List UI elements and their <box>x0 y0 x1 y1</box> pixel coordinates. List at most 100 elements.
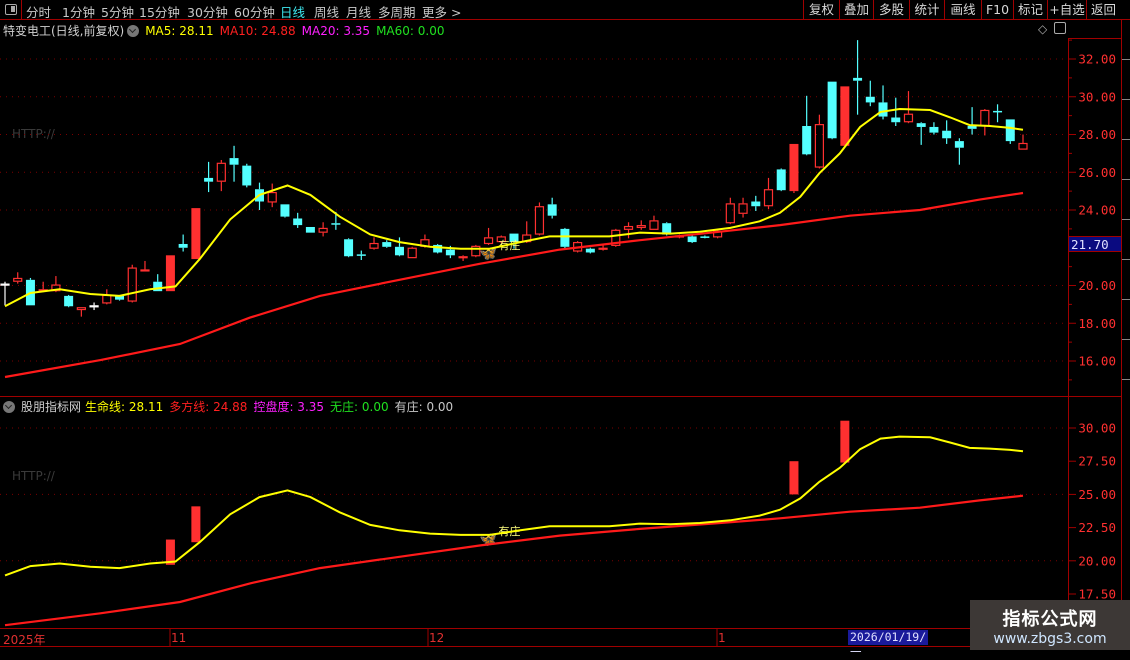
toolbar-button-3[interactable]: 统计 <box>909 0 944 20</box>
toolbar-button-6[interactable]: 标记 <box>1013 0 1047 20</box>
y-tick-label: 30.00 <box>1078 89 1116 104</box>
candle <box>242 163 252 188</box>
candle <box>980 109 990 136</box>
candle-body <box>585 248 595 253</box>
candle-body <box>318 227 328 233</box>
diamond-icon[interactable]: ◇ <box>1038 22 1048 36</box>
candle-body <box>293 218 303 226</box>
dropdown-circle-icon[interactable] <box>3 401 15 413</box>
signal-bar <box>789 461 799 495</box>
toolbar-button-8[interactable]: 返回 <box>1086 0 1120 20</box>
candle-body <box>916 123 926 127</box>
indicator-pane: 🦋有庄 <box>165 420 850 565</box>
candle-body <box>178 243 188 248</box>
period-tab-0[interactable]: 分时 <box>26 5 52 20</box>
candle-body <box>407 247 417 259</box>
period-tab-1[interactable]: 1分钟 <box>62 5 95 20</box>
candle <box>738 197 748 218</box>
candle <box>534 202 545 236</box>
candle-body <box>789 143 799 192</box>
candle <box>967 107 977 135</box>
stock-title: 特变电工(日线,前复权) <box>3 24 125 38</box>
candle-body <box>1018 142 1028 150</box>
candle <box>216 159 226 192</box>
legend-item: 多方线: 24.88 <box>169 400 248 414</box>
candle <box>433 243 443 254</box>
toolbar-button-4[interactable]: 画线 <box>944 0 981 20</box>
candle <box>789 143 799 194</box>
candle-body <box>636 225 646 229</box>
period-tab-2[interactable]: 5分钟 <box>101 5 134 20</box>
period-tab-3[interactable]: 15分钟 <box>139 5 180 20</box>
candle-body <box>140 269 150 272</box>
main-watermark: HTTP:// <box>12 127 55 141</box>
candle-body <box>280 204 290 217</box>
indicator-y-tick-label: 27.50 <box>1078 454 1116 469</box>
candle-body <box>891 117 901 123</box>
bull-line <box>4 494 1024 627</box>
legend-item: MA5: 28.11 <box>145 24 214 38</box>
side-tab-column[interactable] <box>1121 20 1130 630</box>
candle <box>623 222 634 239</box>
period-tab-6[interactable]: 日线 <box>280 5 306 20</box>
candle <box>1005 119 1015 144</box>
candle-body <box>102 294 112 304</box>
candle-body <box>687 236 697 243</box>
candle-body <box>229 158 239 165</box>
candle <box>407 246 417 259</box>
candle-body <box>89 305 99 308</box>
site-watermark-title: 指标公式网 <box>1002 609 1098 630</box>
candle-body <box>776 169 786 191</box>
legend-item: 控盘度: 3.35 <box>253 400 325 414</box>
candle-body <box>356 254 366 256</box>
toolbar-button-7[interactable]: +自选 <box>1047 0 1086 20</box>
candle-body <box>64 295 74 307</box>
candle <box>878 85 888 120</box>
candle-body <box>560 228 570 247</box>
indicator-pane-legend: 股朋指标网 生命线: 28.11 多方线: 24.88 控盘度: 3.35 无庄: 0.… <box>3 398 465 415</box>
candle <box>954 138 964 165</box>
candle <box>280 204 290 218</box>
layout-toggle-icon[interactable] <box>0 0 22 20</box>
period-tab-7[interactable]: 周线 <box>314 5 340 20</box>
candle <box>929 122 939 135</box>
current-price-tag: 21.70 <box>1069 236 1121 252</box>
period-tab-8[interactable]: 月线 <box>346 5 372 20</box>
candle <box>827 81 837 140</box>
candle <box>751 195 761 211</box>
candle <box>547 197 557 219</box>
candle <box>993 104 1003 123</box>
candle <box>344 238 354 258</box>
candle <box>942 120 952 144</box>
candle-body <box>598 247 608 250</box>
candle <box>382 240 392 248</box>
dropdown-circle-icon[interactable] <box>127 25 140 37</box>
candle-body <box>751 201 761 207</box>
toolbar-button-1[interactable]: 叠加 <box>839 0 873 20</box>
candle <box>903 91 914 124</box>
candle-body <box>980 109 990 127</box>
toolbar-button-0[interactable]: 复权 <box>803 0 839 20</box>
candle <box>394 237 404 257</box>
toolbar-button-5[interactable]: F10 <box>981 0 1013 20</box>
candle-body <box>700 236 710 238</box>
legend-item: 有庄: 0.00 <box>394 400 454 414</box>
x-label-dec: 12 <box>429 631 445 645</box>
candle <box>916 122 926 145</box>
candle <box>763 177 774 210</box>
toolbar-button-2[interactable]: 多股 <box>873 0 909 20</box>
candle-body <box>242 165 252 186</box>
site-watermark-url: www.zbgs3.com <box>993 631 1107 647</box>
candle-body <box>471 245 481 257</box>
candle-body <box>204 177 214 182</box>
candle <box>611 228 621 247</box>
candle-body <box>267 191 277 203</box>
period-tab-9[interactable]: 多周期 <box>378 5 416 20</box>
period-tab-5[interactable]: 60分钟 <box>234 5 275 20</box>
candle <box>0 281 10 306</box>
candle-body <box>827 81 837 139</box>
pane-toggle-icon[interactable] <box>1054 22 1066 34</box>
period-tab-4[interactable]: 30分钟 <box>187 5 228 20</box>
period-tab-10[interactable]: 更多 > <box>422 5 462 20</box>
